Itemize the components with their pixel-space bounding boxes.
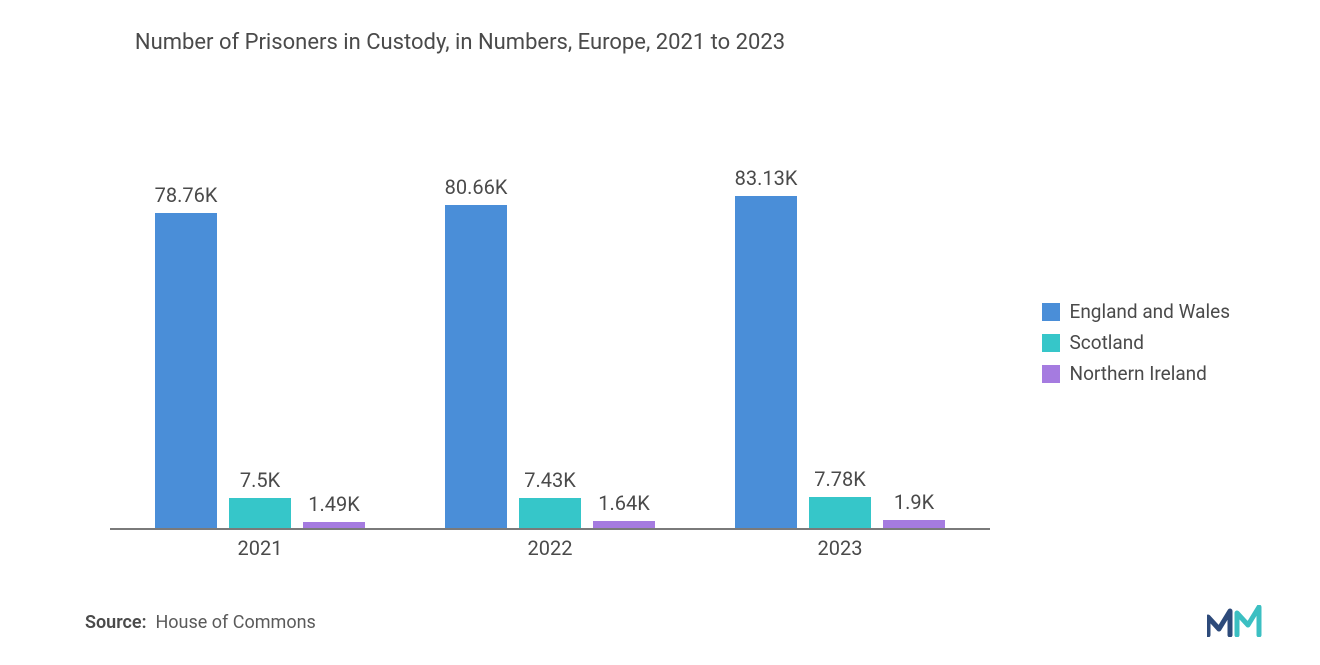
bar-2023-scotland: 7.78K (809, 497, 871, 528)
bar-2023-england-wales: 83.13K (735, 196, 797, 529)
bar-label: 7.43K (524, 468, 576, 492)
bar-2021-northern-ireland: 1.49K (303, 522, 365, 528)
bar-2022-scotland: 7.43K (519, 498, 581, 528)
x-tick-label: 2022 (425, 536, 675, 560)
bar-rect (519, 498, 581, 528)
bars-2021: 78.76K 7.5K 1.49K (135, 168, 385, 528)
bar-2022-england-wales: 80.66K (445, 205, 507, 528)
x-axis-line (110, 528, 990, 530)
bar-2021-scotland: 7.5K (229, 498, 291, 528)
bar-label: 1.9K (894, 490, 934, 514)
legend-label: England and Wales (1070, 300, 1230, 323)
bars-2023: 83.13K 7.78K 1.9K (715, 168, 965, 528)
chart-plot-area: 78.76K 7.5K 1.49K 2021 80.66K 7.43K (110, 135, 990, 530)
legend-swatch (1042, 303, 1060, 321)
bar-label: 78.76K (155, 183, 218, 207)
bar-rect (155, 213, 217, 528)
bar-rect (883, 520, 945, 528)
bar-label: 80.66K (445, 175, 508, 199)
bar-rect (445, 205, 507, 528)
bar-label: 7.5K (240, 468, 280, 492)
legend-item-scotland: Scotland (1042, 331, 1230, 354)
legend-item-england-wales: England and Wales (1042, 300, 1230, 323)
x-tick-label: 2023 (715, 536, 965, 560)
legend-item-northern-ireland: Northern Ireland (1042, 362, 1230, 385)
legend-label: Northern Ireland (1070, 362, 1207, 385)
bar-rect (593, 521, 655, 528)
bar-2023-northern-ireland: 1.9K (883, 520, 945, 528)
bar-label: 83.13K (735, 166, 798, 190)
source-prefix: Source: (85, 612, 147, 633)
legend-swatch (1042, 365, 1060, 383)
source-citation: Source: House of Commons (85, 612, 316, 633)
mordor-intelligence-logo-icon (1207, 605, 1265, 637)
bar-rect (229, 498, 291, 528)
bar-label: 7.78K (814, 467, 866, 491)
bar-rect (735, 196, 797, 529)
x-tick-label: 2021 (135, 536, 385, 560)
source-text: House of Commons (155, 612, 315, 633)
bar-rect (303, 522, 365, 528)
legend-label: Scotland (1070, 331, 1144, 354)
bar-label: 1.64K (598, 491, 650, 515)
bar-label: 1.49K (308, 492, 360, 516)
bar-2021-england-wales: 78.76K (155, 213, 217, 528)
legend-swatch (1042, 334, 1060, 352)
bars-2022: 80.66K 7.43K 1.64K (425, 168, 675, 528)
chart-title: Number of Prisoners in Custody, in Numbe… (100, 28, 820, 58)
legend: England and Wales Scotland Northern Irel… (1042, 300, 1230, 393)
bar-2022-northern-ireland: 1.64K (593, 521, 655, 528)
bar-rect (809, 497, 871, 528)
